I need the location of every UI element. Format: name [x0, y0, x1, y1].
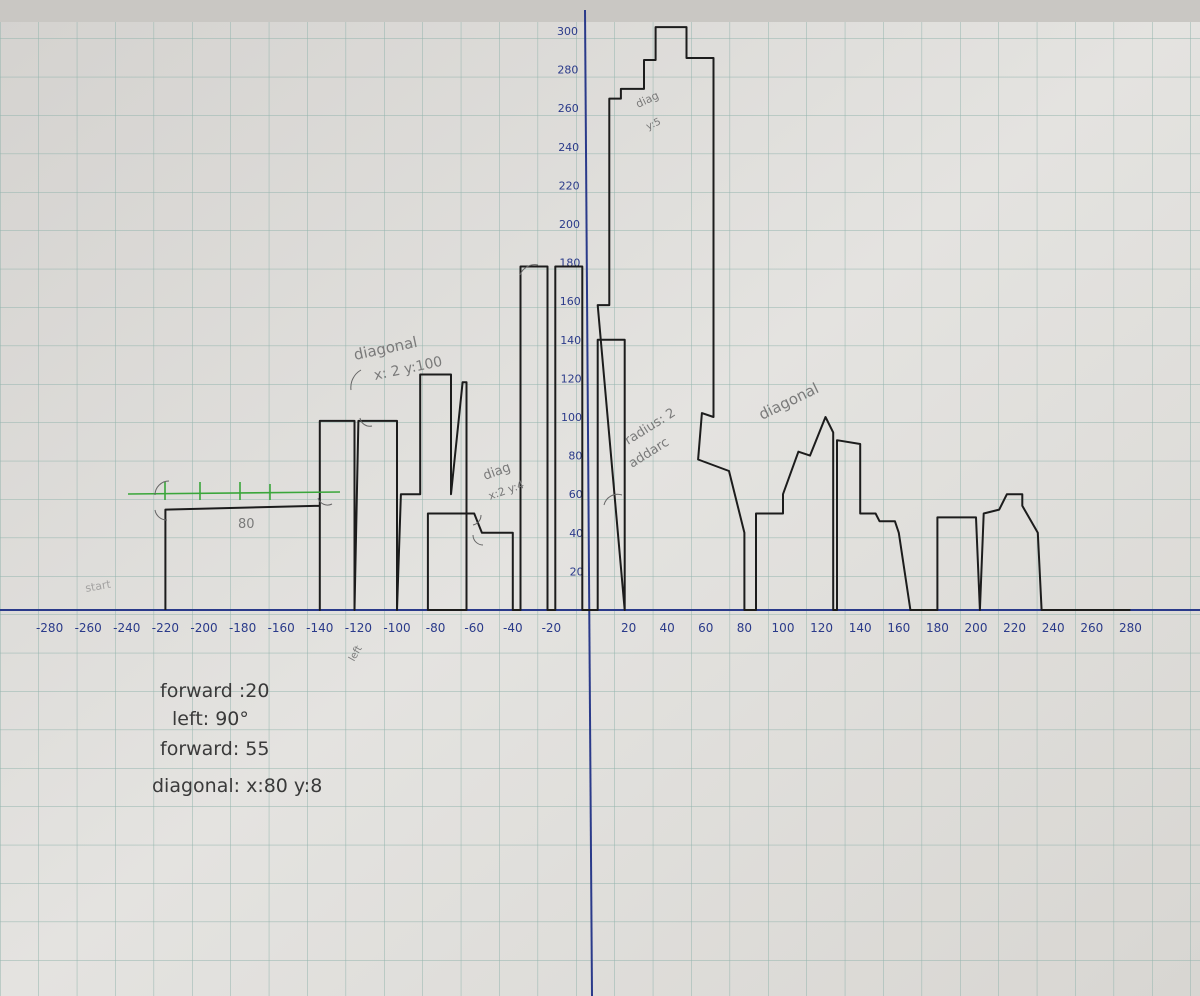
x-tick-label: 120 — [810, 621, 833, 635]
x-tick-label: 220 — [1003, 621, 1026, 635]
x-tick-label: -260 — [75, 621, 102, 635]
y-tick-label: 40 — [569, 527, 583, 540]
x-tick-label: 200 — [965, 621, 988, 635]
x-tick-label: 140 — [849, 621, 872, 635]
page-edge — [0, 0, 1200, 22]
note-line-1: forward :20 — [160, 680, 269, 702]
x-tick-label: -80 — [426, 621, 446, 635]
x-tick-label: 160 — [887, 621, 910, 635]
y-tick-label: 160 — [560, 295, 581, 308]
x-tick-label: 240 — [1042, 621, 1065, 635]
x-tick-label: -180 — [229, 621, 256, 635]
x-tick-label: 260 — [1080, 621, 1103, 635]
y-tick-label: 220 — [559, 179, 580, 192]
x-tick-label: -140 — [306, 621, 333, 635]
x-tick-label: -40 — [503, 621, 523, 635]
x-tick-label: 20 — [621, 621, 636, 635]
grid-lines — [0, 18, 1200, 996]
x-tick-label: -20 — [542, 621, 562, 635]
y-tick-label: 200 — [559, 218, 580, 231]
y-tick-label: 300 — [557, 25, 578, 38]
x-tick-label: 180 — [926, 621, 949, 635]
x-tick-label: -100 — [383, 621, 410, 635]
annotation-eighty: 80 — [238, 517, 255, 532]
y-tick-label: 80 — [568, 450, 582, 463]
x-tick-label: -220 — [152, 621, 179, 635]
x-tick-label: 40 — [660, 621, 675, 635]
x-tick-label: -280 — [36, 621, 63, 635]
x-tick-label: 100 — [772, 621, 795, 635]
x-tick-label: -200 — [190, 621, 217, 635]
y-tick-label: 60 — [569, 488, 583, 501]
x-tick-label: -160 — [268, 621, 295, 635]
x-tick-label: -240 — [113, 621, 140, 635]
note-line-3: forward: 55 — [160, 738, 269, 760]
y-tick-label: 180 — [559, 257, 580, 270]
x-tick-label: 280 — [1119, 621, 1142, 635]
note-line-2: left: 90° — [172, 708, 249, 730]
x-tick-label: 80 — [737, 621, 752, 635]
y-tick-label: 100 — [561, 411, 582, 424]
y-tick-label: 280 — [557, 64, 578, 77]
y-tick-label: 240 — [558, 141, 579, 154]
y-tick-label: 260 — [558, 102, 579, 115]
x-tick-label: -60 — [464, 621, 484, 635]
x-tick-label: 60 — [698, 621, 713, 635]
x-tick-label: -120 — [345, 621, 372, 635]
y-tick-label: 120 — [561, 372, 582, 385]
y-tick-label: 140 — [560, 334, 581, 347]
note-line-4: diagonal: x:80 y:8 — [152, 775, 322, 797]
